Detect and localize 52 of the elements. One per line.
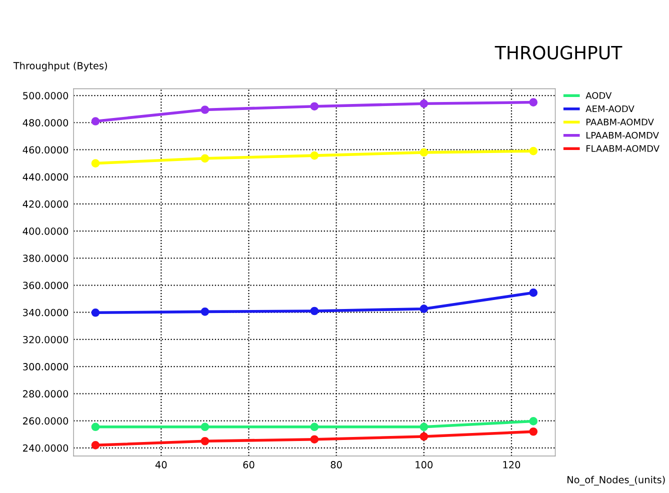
y-tick-label: 380.0000 — [23, 254, 68, 262]
point — [529, 427, 538, 436]
y-tick-label: 460.0000 — [22, 146, 68, 154]
point — [91, 308, 100, 317]
point — [310, 151, 319, 160]
point — [310, 102, 319, 111]
y-tick-label: 420.0000 — [22, 200, 68, 208]
point — [200, 422, 210, 432]
y-tick-label: 320.0000 — [23, 336, 68, 344]
point — [529, 417, 538, 426]
point — [200, 154, 210, 163]
x-tick-label: 80 — [330, 461, 342, 468]
point — [529, 98, 538, 106]
y-tick-label: 340.0000 — [23, 308, 68, 316]
point — [310, 306, 319, 316]
x-tick-label: 40 — [155, 461, 167, 468]
y-axis-title: Throughput (Bytes) — [13, 62, 107, 72]
point — [420, 99, 428, 108]
legend-label: FLAABM-AOMDV — [586, 145, 660, 152]
y-tick-label: 240.0000 — [23, 444, 68, 452]
y-tick-label: 280.0000 — [23, 390, 68, 398]
x-tick-label: 60 — [243, 461, 254, 468]
y-tick-label: 400.0000 — [22, 228, 68, 235]
point — [420, 148, 428, 157]
point — [310, 422, 319, 432]
y-tick-label: 300.0000 — [23, 363, 68, 370]
y-tick-label: 360.0000 — [23, 282, 68, 290]
point — [200, 436, 210, 446]
point — [200, 106, 210, 114]
point — [529, 288, 538, 297]
y-tick-label: 440.0000 — [22, 173, 68, 181]
legend-label: AEM-AODV — [586, 105, 634, 112]
legend-label: LPAABM-AOMDV — [586, 132, 659, 139]
point — [200, 308, 210, 316]
point — [420, 432, 428, 441]
point — [91, 159, 100, 168]
y-tick-label: 260.0000 — [23, 417, 68, 425]
point — [91, 441, 100, 450]
point — [529, 146, 538, 156]
x-axis-title: No_of_Nodes_(units) — [568, 476, 665, 486]
point — [420, 422, 428, 432]
point — [91, 117, 100, 126]
y-tick-label: 480.0000 — [22, 119, 68, 126]
x-tick-label: 120 — [503, 461, 520, 468]
x-tick-label: 100 — [416, 461, 433, 468]
legend-label: AODV — [586, 92, 612, 99]
chart-title: THROUGHPUT — [494, 46, 622, 60]
point — [420, 304, 428, 314]
legend-label: PAABM-AOMDV — [586, 118, 654, 126]
point — [91, 422, 100, 432]
point — [310, 435, 319, 444]
y-tick-label: 500.0000 — [23, 92, 68, 100]
